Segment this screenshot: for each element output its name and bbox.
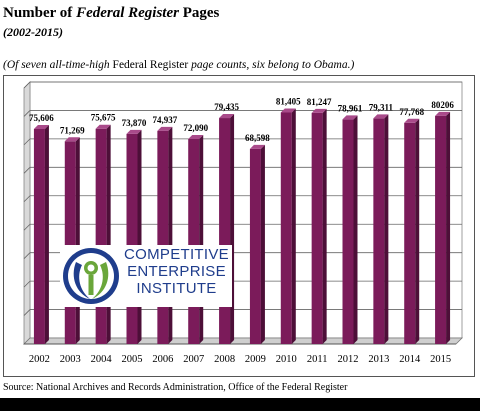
bar-top [33,124,49,129]
x-tick-label: 2009 [245,354,266,365]
bar-top [373,114,389,119]
bar-side [291,108,296,344]
gridline-side [23,309,31,316]
title-prefix: Number of [3,5,77,21]
bar [188,138,200,344]
bar-side [353,115,358,344]
bar-top [95,124,111,129]
bar [311,112,323,344]
title-suffix: Pages [178,5,220,21]
logo-line2: ENTERPRISE [127,263,226,280]
bar-value-label: 72,090 [183,123,208,133]
plot-floor [23,337,463,345]
bar-side [230,114,235,344]
bar-value-label: 80206 [431,100,454,110]
bar [95,128,107,344]
cei-logo-mark-icon [63,248,119,304]
x-tick-label: 2004 [91,354,113,365]
chart-panel: 75,606 2002 71,269 2003 75,675 2004 73,870 2005… [3,75,475,377]
bar-value-label: 79,435 [214,102,239,112]
footer-bar [0,398,480,411]
bar-top [342,115,358,120]
bar [157,130,169,344]
bar-top [157,126,173,131]
x-tick-label: 2013 [368,354,389,365]
gridline-side [23,110,31,117]
note-part3: page counts, six belong to Obama.) [188,59,355,71]
bar-side [446,111,451,344]
bar-side [199,134,204,344]
chart-note: (Of seven all-time-high Federal Register… [3,59,354,71]
logo-line3: INSTITUTE [136,280,217,297]
bar-value-label: 77,768 [399,107,424,117]
gridline-side [23,280,31,288]
x-tick-label: 2003 [60,354,81,365]
x-tick-label: 2005 [122,354,143,365]
bar [280,112,292,344]
bar-top [126,129,142,134]
bar [342,119,354,344]
bar-top [435,111,451,116]
bar-top [280,108,296,113]
x-tick-label: 2014 [399,354,421,365]
x-tick-label: 2011 [307,354,328,365]
bar [33,128,45,344]
bar-value-label: 71,269 [60,125,85,135]
x-tick-label: 2007 [183,354,204,365]
bar [64,141,76,344]
bar-side [106,124,111,344]
bar-chart: 75,606 2002 71,269 2003 75,675 2004 73,870 2005… [23,81,463,365]
bar [404,122,416,344]
x-tick-label: 2012 [338,354,359,365]
bar-top [188,134,204,139]
bar-side [260,144,265,344]
x-tick-label: 2015 [430,354,451,365]
x-tick-label: 2002 [29,354,50,365]
cei-logo-text: COMPETITIVE ENTERPRISE INSTITUTE [124,246,229,297]
note-part1: (Of seven all-time-high [3,59,113,71]
bar-top [249,144,265,149]
logo-line1: COMPETITIVE [124,246,229,263]
bar-value-label: 75,675 [91,113,116,123]
bar-value-label: 79,311 [369,102,394,112]
chart-title: Number of Federal Register Pages [3,5,219,22]
bar-side [75,137,80,344]
gridline-side [23,138,31,146]
gridline-side [23,81,31,89]
source-note: Source: National Archives and Records Ad… [3,382,348,393]
bar-side [44,124,49,344]
bar-side [384,114,389,344]
gridline-side [23,195,31,203]
bar-value-label: 73,870 [122,118,147,128]
title-italic: Federal Register [76,5,179,21]
bar-top [311,108,327,113]
bar-top [219,114,235,119]
bar-side [322,108,327,344]
bar-value-label: 68,598 [245,133,270,143]
bar [373,118,385,344]
bar-side [415,118,420,344]
bar-value-label: 74,937 [152,115,177,125]
x-tick-label: 2006 [152,354,173,365]
gridline-side [23,252,31,259]
bar [249,148,261,344]
x-tick-label: 2010 [276,354,297,365]
bar [126,133,138,344]
note-part2: Federal Register [112,59,189,71]
bar-value-label: 75,606 [29,113,54,123]
bar-top [404,118,420,123]
x-tick-label: 2008 [214,354,235,365]
bar [219,118,231,344]
bar-value-label: 78,961 [338,103,363,113]
bar-value-label: 81,247 [307,97,332,107]
cei-logo: COMPETITIVE ENTERPRISE INSTITUTE [60,245,232,307]
gridline-side [23,223,31,231]
bar-side [137,129,142,344]
bar-side [168,126,173,344]
bar [435,115,447,344]
bar-value-label: 81,405 [276,96,301,106]
bar-top [64,137,80,142]
chart-subtitle: (2002-2015) [3,25,63,39]
gridline-side [23,167,31,174]
